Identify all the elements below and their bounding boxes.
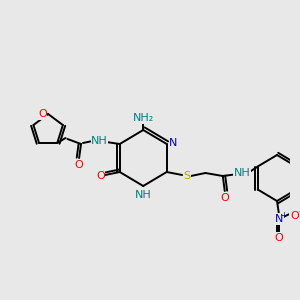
Text: S: S: [183, 171, 190, 181]
Text: -: -: [298, 206, 300, 216]
Text: NH: NH: [135, 190, 152, 200]
Text: O: O: [220, 193, 229, 203]
Text: O: O: [38, 109, 47, 119]
Text: NH: NH: [234, 168, 250, 178]
Text: N: N: [169, 138, 178, 148]
Text: O: O: [290, 211, 299, 221]
Text: NH: NH: [91, 136, 108, 146]
Text: O: O: [274, 233, 283, 243]
Text: N: N: [275, 214, 283, 224]
Text: O: O: [75, 160, 83, 170]
Text: +: +: [280, 211, 287, 220]
Text: O: O: [96, 171, 105, 181]
Text: NH₂: NH₂: [133, 113, 154, 123]
